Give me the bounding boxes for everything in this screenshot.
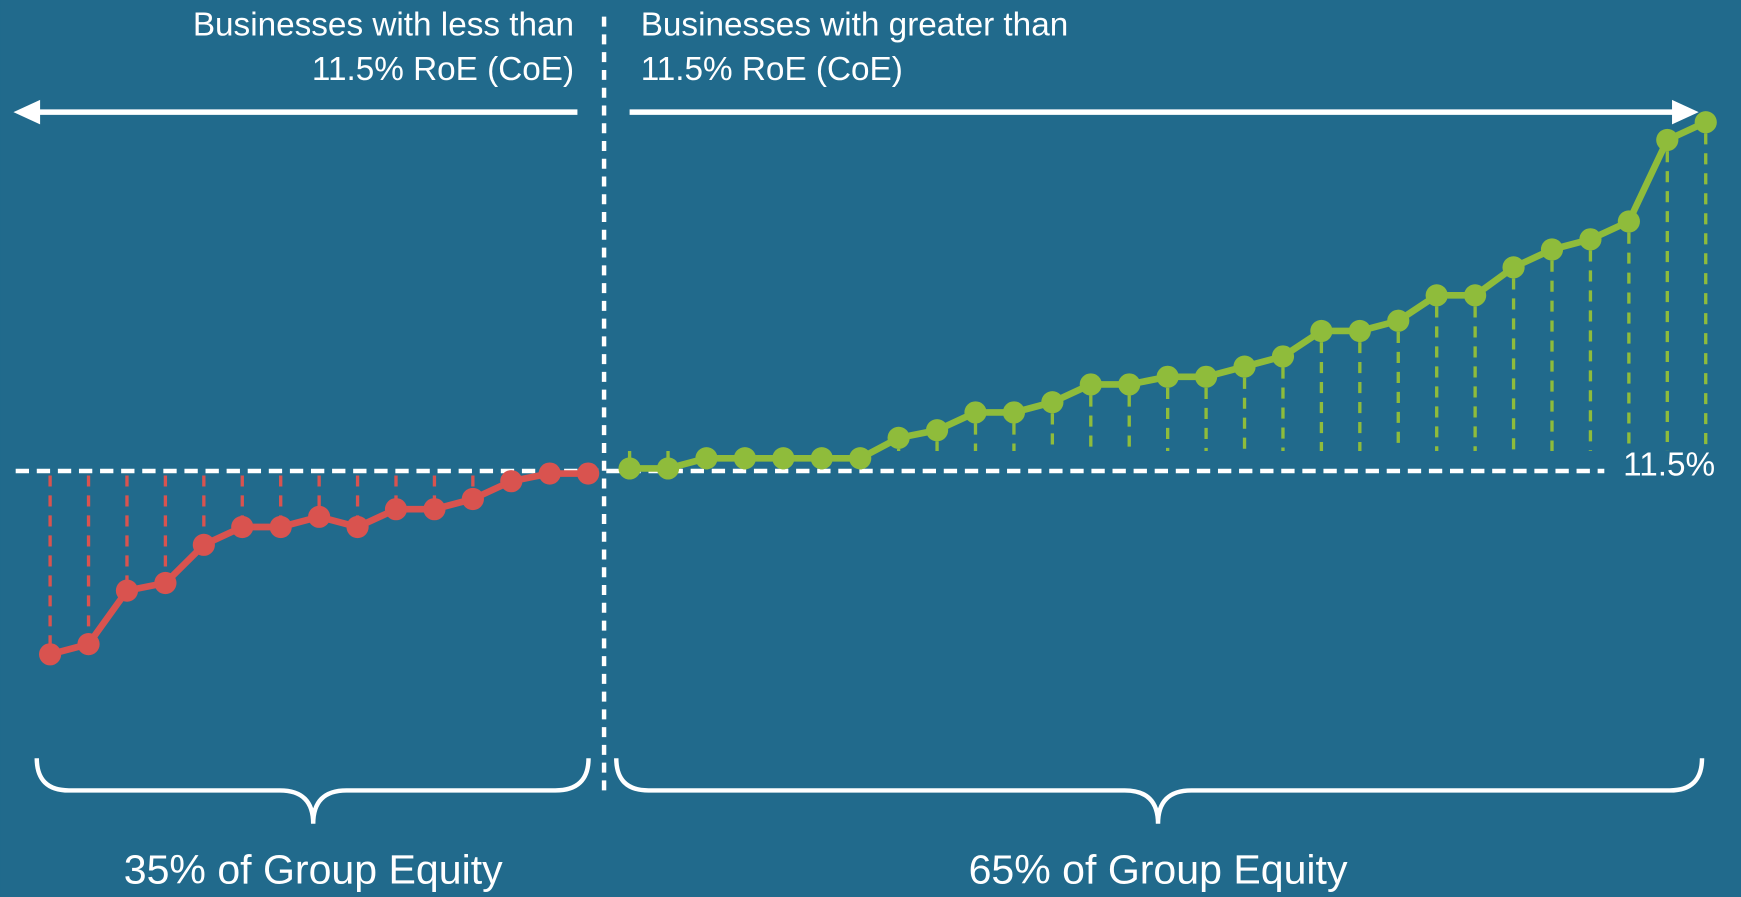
point <box>1041 391 1064 414</box>
left-caption: 35% of Group Equity <box>124 846 503 892</box>
point <box>115 579 139 602</box>
point <box>231 515 254 539</box>
point <box>192 533 215 556</box>
left-arrow-head <box>13 99 41 125</box>
point <box>1118 373 1141 396</box>
point <box>461 487 484 511</box>
point <box>77 633 100 656</box>
point <box>384 498 408 521</box>
point <box>38 643 62 666</box>
point <box>1348 319 1371 343</box>
point <box>887 426 910 450</box>
point <box>308 505 331 528</box>
point <box>849 447 872 470</box>
point <box>1540 238 1564 261</box>
point <box>1233 355 1256 378</box>
point <box>500 470 523 493</box>
point <box>1271 345 1295 368</box>
reference-label: 11.5% <box>1623 446 1715 483</box>
right-arrow-head <box>1672 99 1699 125</box>
point <box>346 515 369 539</box>
right-caption: 65% of Group Equity <box>969 846 1348 892</box>
point <box>269 515 292 539</box>
point <box>695 447 718 470</box>
point <box>1579 228 1602 251</box>
point <box>1502 256 1525 279</box>
point <box>618 457 641 480</box>
left-brace <box>34 758 591 824</box>
point <box>1310 319 1333 343</box>
point <box>1656 128 1679 152</box>
left-heading: Businesses with less than <box>193 6 574 43</box>
point <box>423 498 446 521</box>
point <box>577 462 600 485</box>
right-heading: 11.5% RoE (CoE) <box>641 51 903 88</box>
point <box>1694 111 1717 134</box>
point <box>1156 365 1179 388</box>
right-heading: Businesses with greater than <box>641 6 1069 43</box>
point <box>925 419 949 442</box>
left-heading: 11.5% RoE (CoE) <box>312 51 574 88</box>
point <box>1425 284 1448 307</box>
point <box>1194 365 1218 388</box>
point <box>964 401 987 424</box>
point <box>1387 309 1410 332</box>
point <box>1464 284 1487 307</box>
point <box>810 447 833 470</box>
right-brace <box>614 758 1705 824</box>
point <box>1002 401 1026 424</box>
point <box>772 447 795 470</box>
point <box>154 571 177 595</box>
point <box>733 447 756 470</box>
point <box>1617 210 1640 233</box>
point <box>538 462 561 485</box>
point <box>1079 373 1102 396</box>
point <box>656 457 680 480</box>
